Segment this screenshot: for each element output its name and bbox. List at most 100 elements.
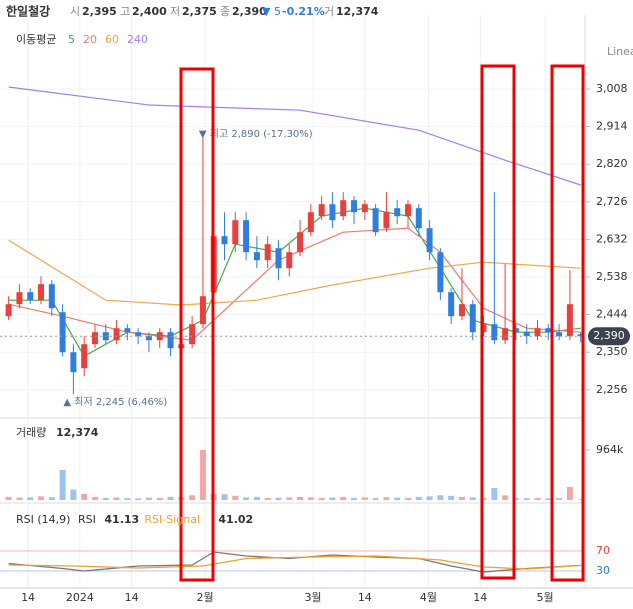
candle-body: [480, 324, 487, 333]
candle-body: [469, 304, 476, 333]
volume-bar: [372, 498, 379, 500]
volume-bar: [415, 496, 422, 500]
candle-body: [502, 328, 509, 341]
volume-bar: [534, 497, 541, 500]
candle-body: [145, 336, 152, 341]
volume-bar: [243, 497, 250, 500]
volume-bar: [286, 497, 293, 500]
candle-body: [394, 208, 401, 217]
volume-bar: [38, 496, 45, 500]
label: 시: [70, 5, 80, 18]
x-tick-label: 3월: [304, 591, 321, 604]
volume-bar: [577, 499, 584, 500]
x-tick-label: 5월: [537, 591, 554, 604]
candle-body: [556, 332, 563, 337]
y-tick-label: 2,632: [596, 232, 628, 245]
volume-bar: [523, 498, 530, 500]
candle-body: [243, 220, 250, 253]
volume-bar: [16, 497, 23, 500]
volume-bar: [48, 497, 55, 500]
volume-bar: [27, 497, 34, 500]
volume-bar: [253, 496, 260, 500]
candle-body: [318, 204, 325, 217]
volume-bar: [81, 493, 88, 500]
candle-body: [372, 208, 379, 233]
stock-name: 한일철강: [6, 4, 50, 19]
candle-body: [351, 200, 358, 213]
candle-body: [124, 328, 131, 333]
legend-value: 41.13: [104, 513, 139, 526]
legend-label: 20: [83, 33, 97, 46]
volume-bar: [437, 495, 444, 500]
volume-bar: [113, 497, 120, 500]
candle-body: [383, 212, 390, 229]
scale-label: Linear: [607, 45, 633, 58]
candle-body: [27, 292, 34, 301]
legend-label: RSI-Signal: [144, 513, 200, 526]
legend-value: 41.02: [218, 513, 253, 526]
volume-bar: [351, 497, 358, 500]
candle-body: [340, 200, 347, 217]
volume-title: 거래량: [16, 426, 46, 439]
label: 거: [324, 5, 334, 18]
volume-bar: [156, 497, 163, 500]
volume-bar: [502, 495, 509, 500]
volume-bar: [469, 497, 476, 500]
volume-bar: [189, 495, 196, 500]
legend-title: 이동평균: [16, 33, 56, 46]
x-tick-label: 4월: [420, 591, 437, 604]
candle-body: [189, 324, 196, 345]
volume-bar: [70, 489, 77, 500]
volume-current: 12,374: [56, 426, 99, 439]
candle-body: [81, 344, 88, 369]
x-tick-label: 14: [125, 591, 139, 604]
volume-bar: [167, 496, 174, 500]
volume-bar: [318, 497, 325, 500]
volume-bar: [340, 496, 347, 500]
label: 고: [120, 5, 130, 18]
y-tick-label: 2,914: [596, 120, 628, 133]
volume-bar: [135, 498, 142, 500]
highlight-box: [179, 67, 215, 582]
volume-bar: [307, 497, 314, 500]
volume-bar: [232, 495, 239, 500]
volume-bar: [480, 497, 487, 500]
candle-body: [232, 220, 239, 245]
candle-body: [307, 212, 314, 233]
y-tick-label: 2,256: [596, 383, 628, 396]
candle-body: [491, 324, 498, 341]
candle-body: [523, 332, 530, 337]
volume-bar: [91, 496, 98, 500]
candle-body: [16, 292, 23, 305]
candle-body: [113, 328, 120, 341]
y-tick-label: 2,350: [596, 345, 628, 358]
volume-bar: [145, 497, 152, 500]
value: 2,375: [182, 5, 217, 18]
value: 2,395: [82, 5, 117, 18]
volume-bar: [491, 488, 498, 500]
candle-body: [38, 284, 45, 301]
candle-body: [566, 304, 573, 337]
candle-body: [199, 296, 206, 325]
low-annotation: ▲ 최저 2,245 (6.46%): [63, 396, 167, 408]
label: 저: [170, 5, 180, 18]
y-tick-label: 2,444: [596, 308, 628, 321]
volume-bar: [199, 450, 206, 500]
candle-body: [404, 204, 411, 217]
candle-body: [426, 228, 433, 253]
change: ▼ 5: [262, 5, 281, 18]
x-tick-label: 2월: [197, 591, 214, 604]
candle-body: [329, 204, 336, 221]
candle-body: [297, 232, 304, 253]
volume-bar: [329, 497, 336, 500]
y-tick-label: 70: [596, 544, 610, 557]
candle-body: [253, 252, 260, 261]
legend-label: 240: [127, 33, 148, 46]
value: 2,400: [132, 5, 167, 18]
candle-body: [437, 252, 444, 293]
candle-body: [415, 208, 422, 229]
volume-bar: [404, 497, 411, 500]
volume-bar: [264, 497, 271, 500]
